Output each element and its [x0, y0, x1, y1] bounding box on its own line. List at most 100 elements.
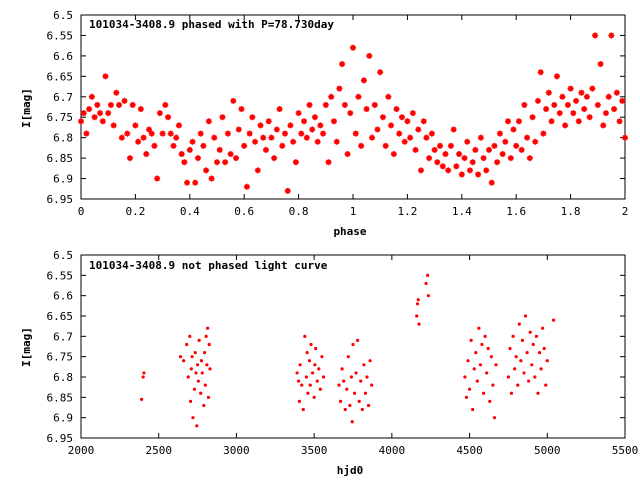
phased-data-point	[562, 122, 569, 129]
unphased-data-point	[306, 391, 310, 395]
unphased-data-point	[301, 407, 305, 412]
unphased-y-tick-label: 6.5	[53, 249, 73, 262]
unphased-data-point	[534, 334, 539, 338]
phased-data-point	[105, 110, 112, 117]
phased-data-point	[203, 167, 210, 174]
phased-data-point	[412, 146, 419, 153]
unphased-y-tick-label: 6.6	[53, 290, 73, 303]
phased-light-curve-panel: 0 0.2 0.4 0.6 0.8 1 1.2 1.4 1.6 1.8 2 6.5 6.55 6.6 6.6…	[20, 9, 628, 238]
phased-data-point	[192, 179, 199, 186]
unphased-data-point	[193, 351, 197, 355]
unphased-data-point	[426, 294, 430, 298]
phased-data-point	[194, 155, 201, 162]
phased-data-point	[366, 52, 373, 59]
phased-data-point	[102, 73, 109, 80]
unphased-data-point	[544, 383, 548, 387]
phased-data-point	[450, 126, 457, 133]
phased-data-point	[116, 101, 123, 108]
unphased-data-point	[516, 383, 520, 387]
unphased-x-axis-label: hjd0	[337, 464, 364, 477]
unphased-data-point	[530, 363, 534, 367]
phased-data-point	[197, 130, 204, 137]
unphased-data-point	[349, 375, 354, 379]
unphased-data-point	[181, 359, 186, 363]
phased-data-point	[409, 110, 416, 117]
phased-data-point	[472, 146, 479, 153]
phased-y-tick-label: 6.8	[53, 132, 73, 145]
phased-data-point	[447, 142, 454, 149]
unphased-data-point	[416, 298, 420, 302]
unphased-y-tick-label: 6.8	[53, 371, 73, 384]
unphased-data-point	[517, 322, 521, 326]
phased-data-point	[309, 126, 316, 133]
phased-data-point	[564, 101, 571, 108]
unphased-data-point	[417, 322, 421, 326]
phased-data-point	[298, 130, 305, 137]
phased-data-point	[303, 134, 310, 141]
unphased-data-point	[141, 375, 145, 379]
phased-data-point	[586, 114, 593, 121]
phased-data-point	[265, 118, 272, 125]
unphased-plot-frame	[80, 254, 626, 439]
phased-data-point	[175, 122, 182, 129]
unphased-data-point	[186, 375, 190, 379]
unphased-data-point	[140, 397, 144, 401]
phased-data-point	[526, 155, 533, 162]
phased-data-point	[306, 101, 313, 108]
unphased-data-point	[188, 399, 193, 403]
unphased-data-point	[464, 395, 469, 399]
unphased-data-point	[343, 407, 347, 412]
phased-data-point	[602, 110, 609, 117]
phased-data-point	[374, 126, 381, 133]
phased-data-point	[230, 97, 237, 104]
phased-data-point	[393, 106, 400, 113]
phased-data-point	[379, 114, 386, 121]
phased-data-point	[83, 130, 90, 137]
phased-data-point	[545, 89, 552, 96]
phased-data-point	[461, 155, 468, 162]
phased-data-point	[502, 138, 509, 145]
phased-data-point	[246, 130, 253, 137]
unphased-data-point	[337, 383, 341, 387]
phased-x-tick-label: 0.6	[234, 205, 254, 218]
unphased-data-point	[310, 371, 315, 375]
phased-data-point	[469, 159, 476, 166]
unphased-data-point	[317, 367, 321, 371]
phased-data-point	[382, 142, 389, 149]
unphased-data-point	[531, 342, 535, 347]
unphased-data-point	[351, 342, 355, 347]
phased-data-point	[540, 130, 547, 137]
unphased-data-point	[489, 355, 493, 359]
phased-data-point	[295, 110, 302, 117]
phased-data-point	[336, 85, 343, 92]
phased-data-point	[252, 138, 259, 145]
phased-data-point	[505, 118, 512, 125]
phased-data-point	[581, 106, 588, 113]
phased-data-point	[238, 106, 245, 113]
phased-data-point	[415, 126, 422, 133]
phased-data-point	[129, 101, 136, 108]
phased-x-tick-label: 1.6	[506, 205, 526, 218]
unphased-data-point	[200, 371, 204, 375]
unphased-data-point	[202, 403, 206, 408]
unphased-data-point	[366, 403, 371, 408]
unphased-data-point	[424, 281, 428, 286]
phased-data-point	[320, 130, 327, 137]
phased-data-point	[404, 118, 411, 125]
phased-y-axis-label: I[mag]	[20, 88, 33, 128]
phased-data-point	[143, 151, 150, 158]
phased-data-point	[420, 118, 427, 125]
unphased-data-point	[536, 391, 540, 395]
unphased-data-point	[511, 334, 515, 338]
phased-data-point	[616, 118, 623, 125]
phased-data-point	[428, 130, 435, 137]
phased-data-point	[458, 171, 465, 178]
unphased-data-point	[551, 318, 556, 322]
phased-axes: 0 0.2 0.4 0.6 0.8 1 1.2 1.4 1.6 1.8 2 6.5 6.55 6.6 6.6…	[47, 9, 629, 218]
phased-data-point	[619, 97, 626, 104]
unphased-data-point	[312, 395, 316, 399]
unphased-data-point	[318, 387, 322, 391]
unphased-data-point	[545, 359, 549, 363]
unphased-data-point	[533, 375, 537, 379]
unphased-data-point	[485, 371, 489, 375]
